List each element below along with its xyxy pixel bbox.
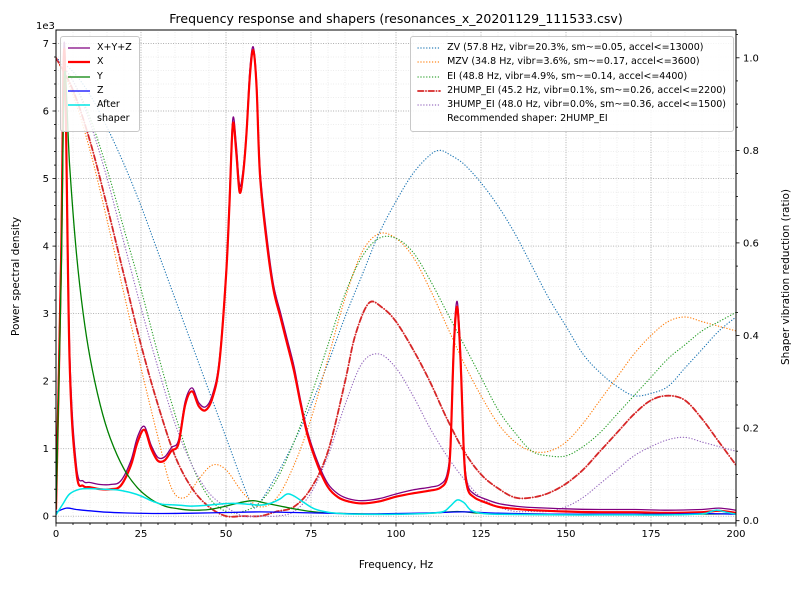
svg-text:3: 3 <box>43 309 49 320</box>
psd-after-shaper-curve <box>56 487 736 516</box>
legend-label: 3HUMP_EI (48.0 Hz, vibr=0.0%, sm~=0.36, … <box>447 99 726 110</box>
legend-line-sample <box>417 61 441 63</box>
svg-text:150: 150 <box>556 529 575 540</box>
chart-title: Frequency response and shapers (resonanc… <box>169 11 623 26</box>
svg-text:200: 200 <box>726 529 745 540</box>
svg-text:0.2: 0.2 <box>743 424 759 435</box>
legend-item-x-y-z: X+Y+Z <box>67 41 132 55</box>
shaper-mzv-curve <box>56 57 736 508</box>
y-axis-left-ticks <box>52 43 56 517</box>
legend-line-sample <box>68 47 90 49</box>
legend-label: 2HUMP_EI (45.2 Hz, vibr=0.1%, sm~=0.26, … <box>447 84 726 96</box>
series-curves <box>56 41 736 518</box>
legend-line-sample <box>417 75 441 78</box>
legend-label: EI (48.8 Hz, vibr=4.9%, sm~=0.14, accel<… <box>447 70 688 82</box>
y-axis-right-ticks <box>736 34 740 522</box>
legend-item-2hump-ei: 2HUMP_EI (45.2 Hz, vibr=0.1%, sm~=0.26, … <box>417 84 726 98</box>
recommended-shaper-note: Recommended shaper: 2HUMP_EI <box>447 113 608 125</box>
svg-text:0: 0 <box>53 529 59 540</box>
shaper-3hump-ei-curve <box>56 57 736 518</box>
legend-label: After shaper <box>97 99 130 125</box>
legend-line-sample <box>68 61 90 64</box>
legend-label: Z <box>97 84 104 96</box>
legend-line-sample <box>68 104 90 106</box>
legend-item-zv: ZV (57.8 Hz, vibr=20.3%, sm~=0.05, accel… <box>417 41 726 55</box>
x-axis-label: Frequency, Hz <box>358 559 434 571</box>
svg-text:1: 1 <box>43 444 49 455</box>
legend-label: X <box>97 56 104 68</box>
legend-item-mzv: MZV (34.8 Hz, vibr=3.6%, sm~=0.17, accel… <box>417 55 726 69</box>
y-axis-left-tick-labels: 0 1 2 3 4 5 6 7 <box>43 39 49 523</box>
shaper-zv-curve <box>56 57 736 509</box>
svg-text:25: 25 <box>135 529 148 540</box>
legend-item-z: Z <box>67 84 132 98</box>
shaper-ei-curve <box>56 57 736 514</box>
legend-item-ei: EI (48.8 Hz, vibr=4.9%, sm~=0.14, accel<… <box>417 70 726 84</box>
svg-text:125: 125 <box>471 529 490 540</box>
legend-item-x: X <box>67 55 132 69</box>
svg-text:6: 6 <box>43 107 49 118</box>
svg-text:5: 5 <box>43 174 49 185</box>
svg-text:100: 100 <box>386 529 405 540</box>
legend-line-sample <box>417 89 441 92</box>
svg-text:0.0: 0.0 <box>743 516 759 527</box>
legend-item-after-shaper: After shaper <box>67 98 132 127</box>
svg-text:50: 50 <box>220 529 233 540</box>
svg-text:7: 7 <box>43 39 49 50</box>
legend-label: Y <box>97 70 103 82</box>
legend-label: ZV (57.8 Hz, vibr=20.3%, sm~=0.05, accel… <box>447 42 704 53</box>
svg-text:0.6: 0.6 <box>743 238 759 249</box>
svg-text:1.0: 1.0 <box>743 53 759 64</box>
legend-line-sample <box>417 47 441 49</box>
legend-line-sample <box>417 104 441 106</box>
legend-label: X+Y+Z <box>97 42 132 53</box>
y-axis-offset-label: 1e3 <box>36 21 55 32</box>
x-axis-ticks <box>55 523 737 527</box>
legend-item-y: Y <box>67 70 132 84</box>
legend-psd: X+Y+Z X Y Z After shaper <box>60 36 140 132</box>
svg-text:0.4: 0.4 <box>743 331 759 342</box>
svg-text:2: 2 <box>43 377 49 388</box>
psd-x-curve <box>56 47 736 515</box>
legend-line-sample <box>68 90 90 92</box>
svg-text:0.8: 0.8 <box>743 146 759 157</box>
svg-text:175: 175 <box>641 529 660 540</box>
legend-item-3hump-ei: 3HUMP_EI (48.0 Hz, vibr=0.0%, sm~=0.36, … <box>417 98 726 112</box>
x-axis-tick-labels: 0 25 50 75 100 125 150 175 200 <box>53 529 746 540</box>
y-axis-right-tick-labels: 0.0 0.2 0.4 0.6 0.8 1.0 <box>743 53 759 527</box>
svg-text:75: 75 <box>305 529 318 540</box>
legend-line-sample <box>68 75 90 78</box>
svg-text:0: 0 <box>43 512 49 523</box>
legend-shapers: ZV (57.8 Hz, vibr=20.3%, sm~=0.05, accel… <box>410 36 734 132</box>
shaper-2hump-ei-curve <box>56 56 736 518</box>
legend-label: MZV (34.8 Hz, vibr=3.6%, sm~=0.17, accel… <box>447 56 700 68</box>
svg-text:4: 4 <box>43 242 49 253</box>
